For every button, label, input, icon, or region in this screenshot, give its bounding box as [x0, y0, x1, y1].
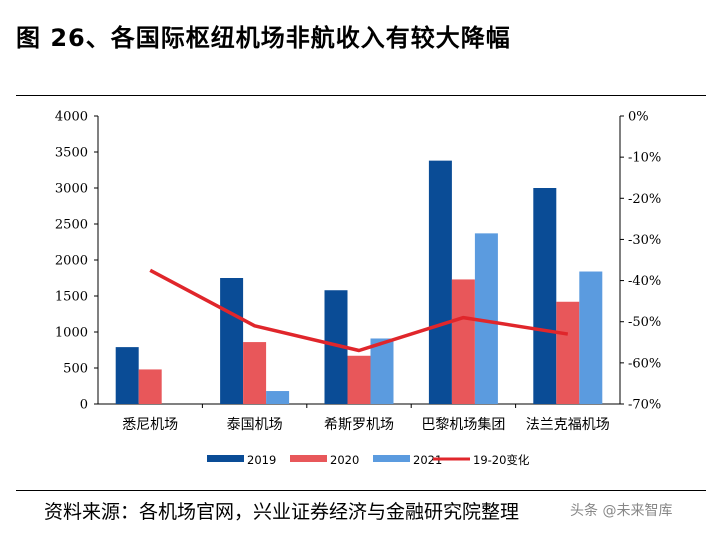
legend-swatch-2021 [373, 455, 410, 462]
top-rule [16, 95, 706, 96]
bar-2019 [220, 278, 244, 404]
bar-2020 [138, 369, 162, 404]
bar-2019 [533, 188, 557, 404]
bar-2019 [115, 347, 139, 404]
legend-label-2021: 2021 [413, 453, 442, 467]
watermark-text: 头条 @未来智库 [570, 503, 673, 519]
y-tick-label: 4000 [55, 110, 88, 125]
watermark: 头条 @未来智库 [570, 500, 672, 520]
y-tick-label: 3500 [55, 146, 88, 161]
x-category-label: 悉尼机场 [122, 417, 178, 433]
legend-swatch-2020 [290, 455, 327, 462]
y-tick-label: 1000 [55, 326, 88, 341]
y-tick-label: 0 [80, 398, 88, 413]
x-category-label: 法兰克福机场 [526, 417, 610, 433]
x-category-label: 巴黎机场集团 [421, 416, 505, 433]
y-tick-label: 3000 [55, 182, 88, 197]
y-tick-label: 2500 [55, 218, 88, 233]
y-tick-label: 1500 [55, 290, 88, 305]
legend-label-2019: 2019 [247, 453, 276, 467]
legend-swatch-2019 [207, 455, 244, 462]
bar-line-chart: 0 500 1000 1500 2000 2500 3000 3500 4000 0% -10% -2… [55, 110, 661, 468]
bar-2020 [243, 342, 267, 404]
bar-2021 [370, 338, 394, 404]
bar-2019 [428, 160, 452, 404]
bar-2020 [451, 279, 475, 404]
figure-title: 图 26、各国际枢纽机场非航收入有较大降幅 [16, 24, 511, 52]
y2-tick-label: 0% [628, 110, 649, 125]
x-category-label: 泰国机场 [227, 417, 283, 433]
x-category-label: 希斯罗机场 [324, 417, 394, 433]
bar-2020 [556, 301, 580, 404]
y2-tick-label: -40% [628, 274, 661, 289]
y2-tick-label: -50% [628, 315, 661, 330]
y2-tick-label: -10% [628, 151, 661, 166]
bar-2020 [347, 355, 371, 404]
bar-2021 [266, 391, 290, 404]
y2-tick-label: -60% [628, 356, 661, 371]
legend-label-change: 19-20变化 [473, 453, 530, 467]
y-tick-label: 2000 [55, 254, 88, 269]
legend-label-2020: 2020 [330, 453, 359, 467]
bottom-rule [16, 490, 706, 491]
bar-2021 [579, 271, 603, 404]
y2-tick-label: -30% [628, 233, 661, 248]
y2-tick-label: -20% [628, 192, 661, 207]
y2-tick-label: -70% [628, 398, 661, 413]
source-note: 资料来源：各机场官网，兴业证券经济与金融研究院整理 [44, 501, 520, 523]
bar-2019 [324, 290, 348, 404]
bar-2021 [474, 233, 498, 404]
line-series-change [149, 268, 569, 353]
y-tick-label: 500 [63, 362, 88, 377]
